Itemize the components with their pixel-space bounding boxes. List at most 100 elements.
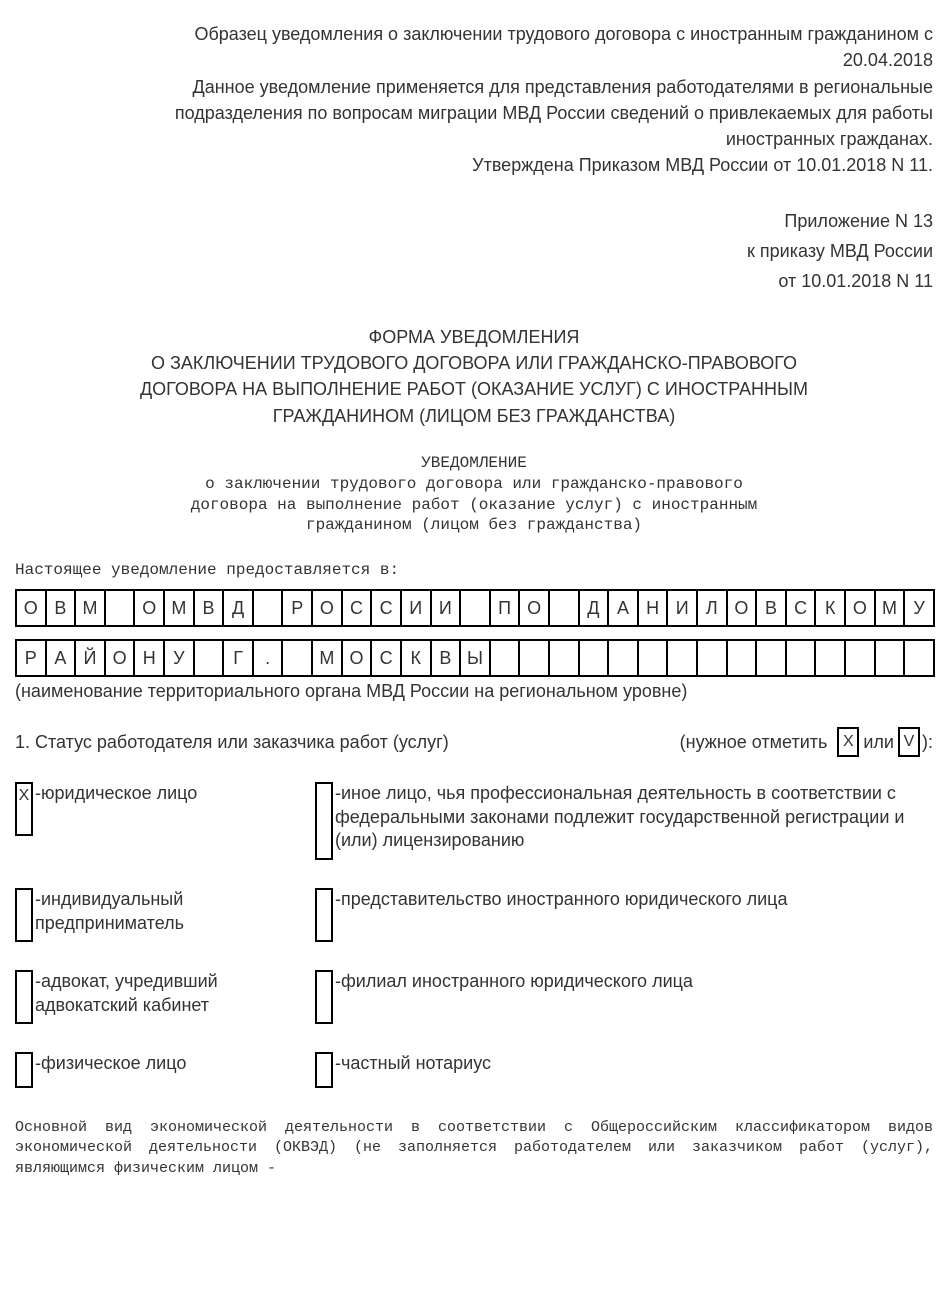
char-cell: Й — [74, 639, 106, 677]
checkbox-individual-entrepreneur[interactable] — [15, 888, 33, 942]
char-cell: . — [252, 639, 284, 677]
status-label: иное лицо, чья профессиональная деятельн… — [335, 782, 933, 852]
char-cell: С — [370, 589, 402, 627]
status-label: физическое лицо — [35, 1052, 186, 1075]
status-label: частный нотариус — [335, 1052, 491, 1075]
char-cell: О — [726, 589, 758, 627]
notice-line: гражданином (лицом без гражданства) — [15, 515, 933, 536]
header-line: Утверждена Приказом МВД России от 10.01.… — [15, 153, 933, 177]
char-cell: Л — [696, 589, 728, 627]
char-cell: И — [400, 589, 432, 627]
char-cell — [666, 639, 698, 677]
char-cell — [104, 589, 136, 627]
checkbox-individual[interactable] — [15, 1052, 33, 1088]
status-row: адвокат, учредивший адвокатский кабинет … — [15, 970, 933, 1024]
char-cell: С — [341, 589, 373, 627]
char-cell: М — [74, 589, 106, 627]
char-cell — [578, 639, 610, 677]
form-title: ФОРМА УВЕДОМЛЕНИЯ О ЗАКЛЮЧЕНИИ ТРУДОВОГО… — [15, 325, 933, 428]
appendix-block: Приложение N 13 к приказу МВД России от … — [15, 208, 933, 295]
status-row: индивидуальный предприниматель представи… — [15, 888, 933, 942]
char-cell: С — [785, 589, 817, 627]
char-cell: О — [133, 589, 165, 627]
checkbox-other-person[interactable] — [315, 782, 333, 860]
char-cell — [489, 639, 521, 677]
char-cell: С — [370, 639, 402, 677]
char-cell — [785, 639, 817, 677]
header-line: подразделения по вопросам миграции МВД Р… — [15, 101, 933, 125]
mark-box-v: V — [898, 727, 920, 757]
char-cell — [252, 589, 284, 627]
notice-line: о заключении трудового договора или граж… — [15, 474, 933, 495]
section-1-left: 1. Статус работодателя или заказчика раб… — [15, 732, 449, 753]
char-cell: В — [193, 589, 225, 627]
char-cell — [696, 639, 728, 677]
char-cell: Н — [133, 639, 165, 677]
char-cell: Н — [637, 589, 669, 627]
char-cell — [637, 639, 669, 677]
checkbox-private-notary[interactable] — [315, 1052, 333, 1088]
char-cell — [844, 639, 876, 677]
char-cell: Г — [222, 639, 254, 677]
status-label: филиал иностранного юридического лица — [335, 970, 693, 993]
char-cell: И — [430, 589, 462, 627]
char-cell: Р — [15, 639, 47, 677]
status-label: представительство иностранного юридическ… — [335, 888, 788, 911]
mark-box-x: X — [837, 727, 859, 757]
char-cell — [193, 639, 225, 677]
char-cell: О — [518, 589, 550, 627]
footer-text: Основной вид экономической деятельности … — [15, 1118, 933, 1179]
header-line: Данное уведомление применяется для предс… — [15, 75, 933, 99]
char-cell: О — [311, 589, 343, 627]
checkbox-lawyer[interactable] — [15, 970, 33, 1024]
char-cell — [281, 639, 313, 677]
char-cell — [755, 639, 787, 677]
char-cell: О — [341, 639, 373, 677]
char-cell — [548, 589, 580, 627]
char-cell: Д — [222, 589, 254, 627]
notice-block: УВЕДОМЛЕНИЕ о заключении трудового догов… — [15, 453, 933, 536]
char-cell: В — [45, 589, 77, 627]
section-1-right-suffix: ): — [922, 732, 933, 753]
char-cell: О — [104, 639, 136, 677]
char-cell: У — [163, 639, 195, 677]
appendix-line: Приложение N 13 — [15, 208, 933, 235]
char-cell: В — [755, 589, 787, 627]
char-cell — [607, 639, 639, 677]
char-cell: М — [311, 639, 343, 677]
char-cell: О — [15, 589, 47, 627]
char-cell: О — [844, 589, 876, 627]
char-cell — [903, 639, 935, 677]
row-caption: (наименование территориального органа МВ… — [15, 681, 933, 702]
status-label: индивидуальный предприниматель — [35, 888, 315, 935]
char-cell: У — [903, 589, 935, 627]
cell-row-1: ОВМОМВДРОССИИПОДАНИЛОВСКОМУ — [15, 589, 933, 627]
form-title-line: ГРАЖДАНИНОМ (ЛИЦОМ БЕЗ ГРАЖДАНСТВА) — [15, 404, 933, 428]
header-line: иностранных гражданах. — [15, 127, 933, 151]
char-cell — [518, 639, 550, 677]
char-cell: Р — [281, 589, 313, 627]
checkbox-branch[interactable] — [315, 970, 333, 1024]
char-cell: К — [400, 639, 432, 677]
form-title-line: ДОГОВОРА НА ВЫПОЛНЕНИЕ РАБОТ (ОКАЗАНИЕ У… — [15, 377, 933, 401]
char-cell: М — [163, 589, 195, 627]
header-line: 20.04.2018 — [15, 48, 933, 72]
status-label: адвокат, учредивший адвокатский кабинет — [35, 970, 315, 1017]
char-cell — [874, 639, 906, 677]
intro-line: Настоящее уведомление предоставляется в: — [15, 561, 933, 579]
notice-line: УВЕДОМЛЕНИЕ — [15, 453, 933, 474]
checkbox-legal-entity[interactable]: X — [15, 782, 33, 836]
checkbox-representative-office[interactable] — [315, 888, 333, 942]
char-cell: И — [666, 589, 698, 627]
notice-line: договора на выполнение работ (оказание у… — [15, 495, 933, 516]
cell-row-2: РАЙОНУГ.МОСКВЫ — [15, 639, 933, 677]
form-title-line: О ЗАКЛЮЧЕНИИ ТРУДОВОГО ДОГОВОРА ИЛИ ГРАЖ… — [15, 351, 933, 375]
char-cell: К — [814, 589, 846, 627]
char-cell: В — [430, 639, 462, 677]
char-cell: А — [607, 589, 639, 627]
char-cell — [726, 639, 758, 677]
char-cell: П — [489, 589, 521, 627]
status-label: юридическое лицо — [35, 782, 197, 805]
char-cell: А — [45, 639, 77, 677]
char-cell: Ы — [459, 639, 491, 677]
